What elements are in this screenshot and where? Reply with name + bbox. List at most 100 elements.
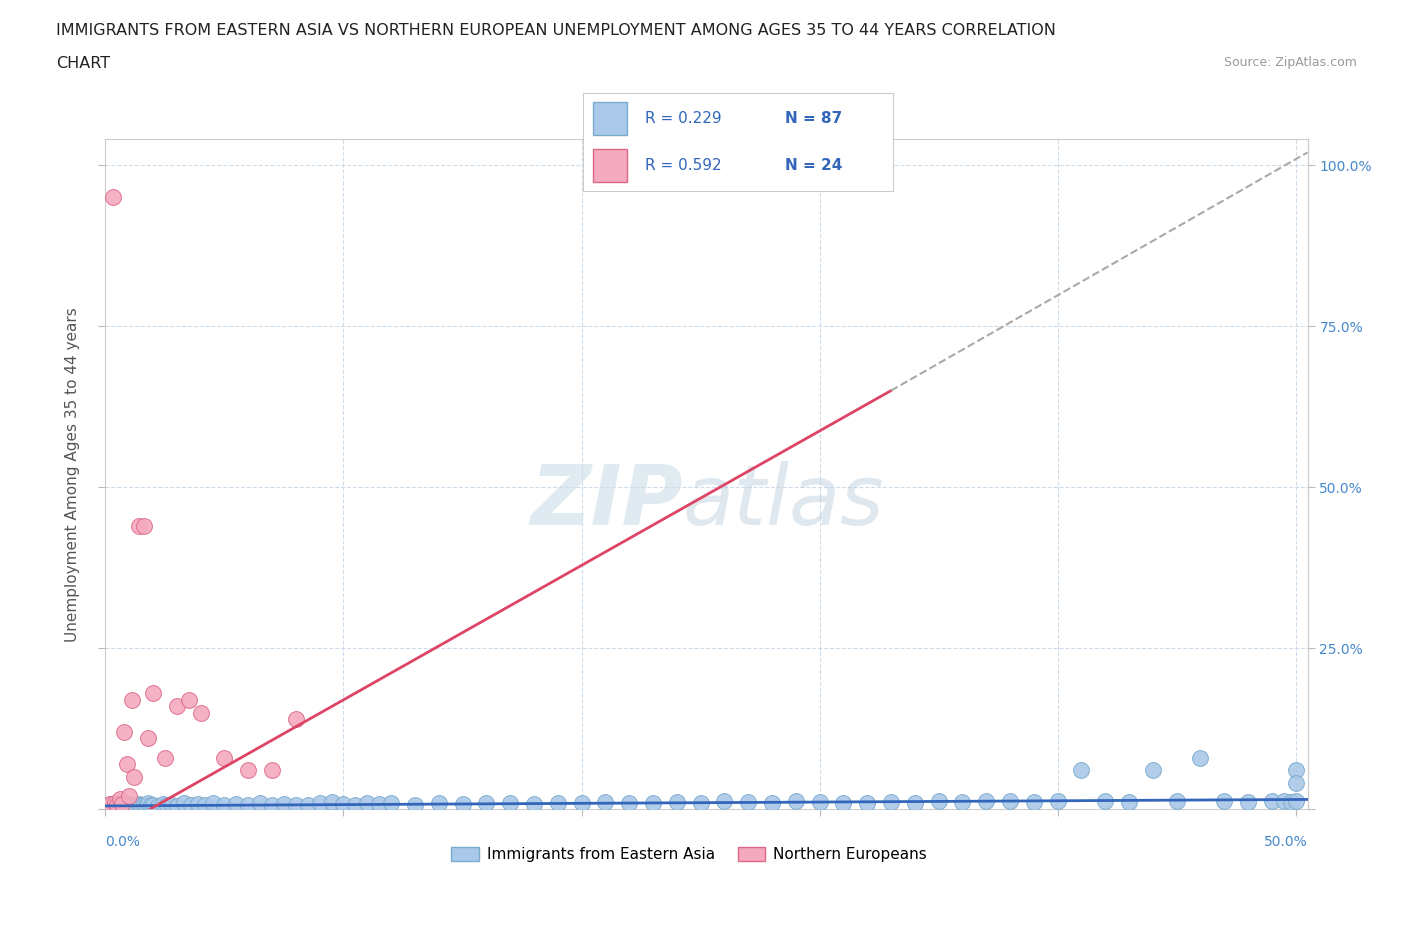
Point xyxy=(273,796,295,811)
Point xyxy=(595,794,617,809)
Point xyxy=(194,797,217,812)
Text: 50.0%: 50.0% xyxy=(1264,834,1308,849)
Point xyxy=(214,751,236,765)
Point xyxy=(104,795,127,810)
Point xyxy=(105,795,128,810)
Point xyxy=(1118,794,1140,809)
Point xyxy=(1070,763,1092,777)
Point xyxy=(499,796,522,811)
Point xyxy=(380,795,402,810)
Point xyxy=(101,798,124,813)
Point xyxy=(122,797,145,812)
Point xyxy=(808,794,831,809)
Point xyxy=(108,797,131,812)
Text: N = 24: N = 24 xyxy=(785,158,842,173)
Point xyxy=(356,796,378,811)
Point xyxy=(368,796,391,811)
Text: Source: ZipAtlas.com: Source: ZipAtlas.com xyxy=(1223,56,1357,69)
Point xyxy=(97,799,120,814)
Text: R = 0.592: R = 0.592 xyxy=(645,158,721,173)
Legend: Immigrants from Eastern Asia, Northern Europeans: Immigrants from Eastern Asia, Northern E… xyxy=(446,841,932,869)
Point xyxy=(1189,751,1212,765)
Point xyxy=(1279,794,1302,809)
Point xyxy=(427,796,450,811)
Point xyxy=(173,796,195,811)
Point xyxy=(451,796,474,811)
Point xyxy=(1261,793,1284,808)
Text: CHART: CHART xyxy=(56,56,110,71)
Point xyxy=(128,796,150,811)
Point xyxy=(97,799,120,814)
Point xyxy=(523,796,546,811)
Point xyxy=(475,795,498,810)
Point xyxy=(1285,763,1308,777)
Point xyxy=(284,711,307,726)
Point xyxy=(321,794,343,809)
Point xyxy=(344,797,367,812)
Point xyxy=(249,796,271,811)
Point xyxy=(1166,793,1188,808)
Point xyxy=(128,518,150,533)
Point xyxy=(180,798,202,813)
Point xyxy=(785,794,807,809)
Point xyxy=(1022,794,1045,809)
Point xyxy=(262,763,284,777)
Point xyxy=(152,796,174,811)
Point xyxy=(115,798,138,813)
Point xyxy=(1237,794,1260,809)
Point xyxy=(142,685,165,700)
Point xyxy=(332,796,354,811)
Y-axis label: Unemployment Among Ages 35 to 44 years: Unemployment Among Ages 35 to 44 years xyxy=(65,307,80,642)
Point xyxy=(136,731,159,746)
Point xyxy=(297,798,319,813)
Point xyxy=(928,794,950,809)
Point xyxy=(284,797,307,812)
Point xyxy=(111,799,134,814)
Point xyxy=(114,796,136,811)
Point xyxy=(177,692,200,707)
Point xyxy=(571,796,593,811)
Point xyxy=(1046,793,1069,808)
Point xyxy=(737,794,759,809)
Point xyxy=(641,796,664,811)
Point xyxy=(225,796,247,811)
Point xyxy=(832,795,855,810)
Point xyxy=(139,798,162,813)
Point xyxy=(238,797,260,812)
Point xyxy=(201,795,224,810)
Text: ZIP: ZIP xyxy=(530,460,682,541)
Point xyxy=(129,798,152,813)
FancyBboxPatch shape xyxy=(593,149,627,182)
Point xyxy=(118,796,141,811)
Point xyxy=(142,797,165,812)
Point xyxy=(214,798,236,813)
Point xyxy=(856,796,879,811)
Text: atlas: atlas xyxy=(682,460,884,541)
Point xyxy=(1213,794,1236,809)
Point xyxy=(166,698,188,713)
Point xyxy=(115,757,138,772)
Point xyxy=(136,796,159,811)
FancyBboxPatch shape xyxy=(593,101,627,135)
Point xyxy=(132,518,155,533)
Text: N = 87: N = 87 xyxy=(785,111,842,126)
Text: 0.0%: 0.0% xyxy=(105,834,141,849)
Point xyxy=(904,795,927,810)
Point xyxy=(105,798,128,813)
Point xyxy=(262,798,284,813)
Point xyxy=(166,799,188,814)
Point xyxy=(125,799,148,814)
Point xyxy=(308,796,330,811)
Point xyxy=(187,796,209,811)
Point xyxy=(761,795,783,810)
Point xyxy=(1285,793,1308,808)
Point xyxy=(1142,763,1164,777)
Point xyxy=(1272,794,1295,809)
Text: IMMIGRANTS FROM EASTERN ASIA VS NORTHERN EUROPEAN UNEMPLOYMENT AMONG AGES 35 TO : IMMIGRANTS FROM EASTERN ASIA VS NORTHERN… xyxy=(56,23,1056,38)
Point xyxy=(111,796,134,811)
Point xyxy=(974,793,997,808)
Text: R = 0.229: R = 0.229 xyxy=(645,111,721,126)
Point xyxy=(98,796,121,811)
Point xyxy=(108,792,131,807)
Point xyxy=(998,794,1021,809)
